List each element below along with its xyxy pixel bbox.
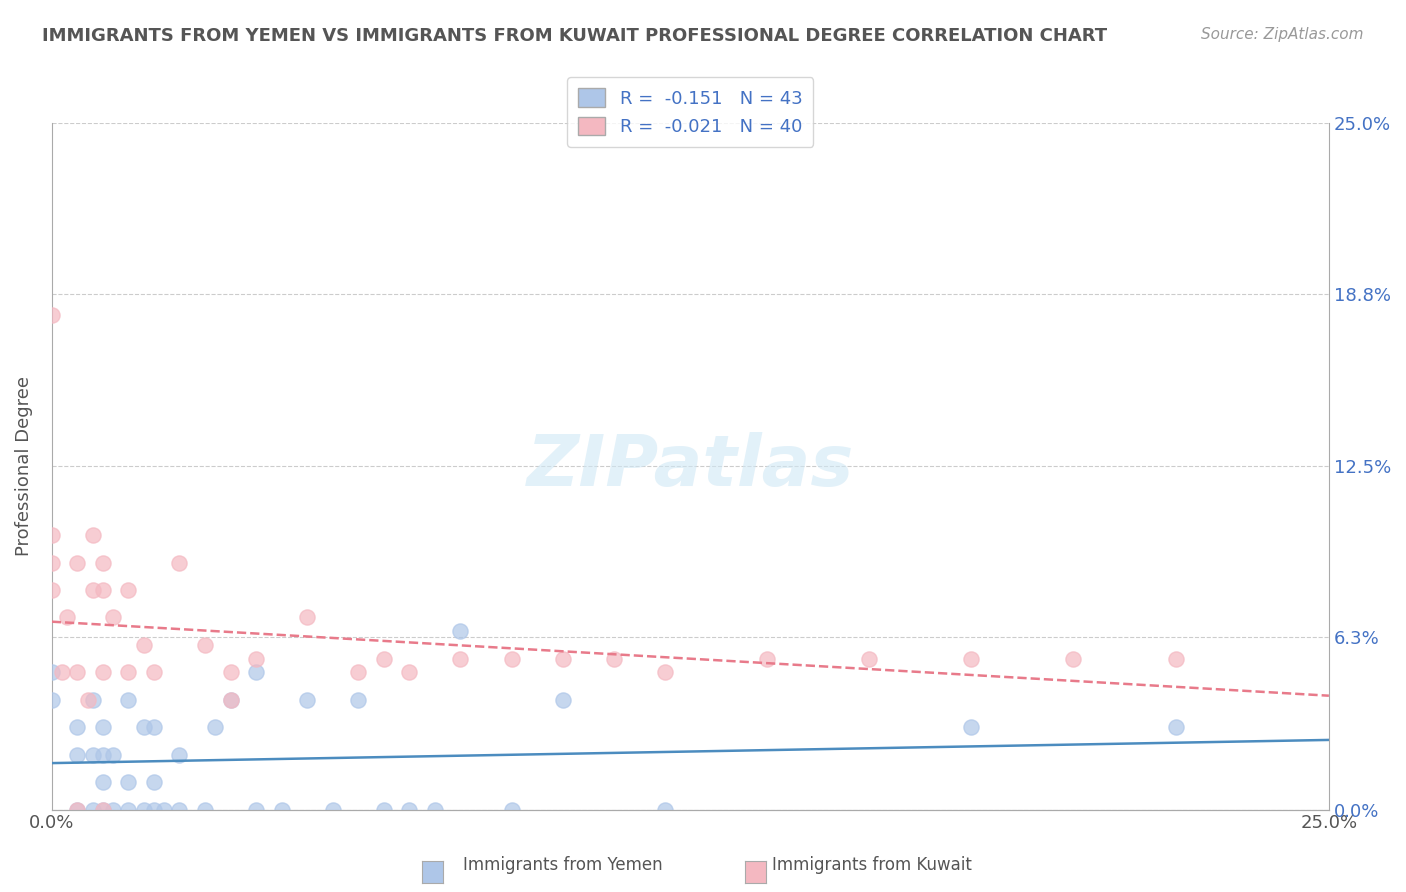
Immigrants from Yemen	[41, 692, 63, 706]
Immigrants from Yemen	[398, 803, 420, 817]
Immigrants from Kuwait	[82, 528, 104, 542]
Immigrants from Yemen	[219, 692, 242, 706]
Text: Immigrants from Yemen: Immigrants from Yemen	[463, 856, 662, 874]
Immigrants from Yemen	[169, 803, 191, 817]
Immigrants from Yemen	[101, 747, 124, 762]
Immigrants from Yemen	[132, 803, 155, 817]
Immigrants from Kuwait	[1062, 651, 1084, 665]
Immigrants from Yemen	[117, 692, 139, 706]
Text: IMMIGRANTS FROM YEMEN VS IMMIGRANTS FROM KUWAIT PROFESSIONAL DEGREE CORRELATION : IMMIGRANTS FROM YEMEN VS IMMIGRANTS FROM…	[42, 27, 1108, 45]
Immigrants from Yemen	[347, 692, 370, 706]
Immigrants from Yemen	[204, 720, 226, 734]
Immigrants from Yemen	[295, 692, 318, 706]
Immigrants from Kuwait	[51, 665, 73, 680]
Immigrants from Yemen	[91, 720, 114, 734]
Immigrants from Kuwait	[219, 665, 242, 680]
Immigrants from Kuwait	[76, 692, 98, 706]
Immigrants from Yemen	[373, 803, 395, 817]
Immigrants from Yemen	[423, 803, 446, 817]
Immigrants from Kuwait	[194, 638, 217, 652]
Immigrants from Kuwait	[373, 651, 395, 665]
Immigrants from Kuwait	[117, 582, 139, 597]
Immigrants from Kuwait	[91, 665, 114, 680]
Immigrants from Kuwait	[66, 803, 89, 817]
Immigrants from Yemen	[82, 803, 104, 817]
Y-axis label: Professional Degree: Professional Degree	[15, 376, 32, 557]
Immigrants from Kuwait	[91, 556, 114, 570]
Immigrants from Kuwait	[101, 610, 124, 624]
Immigrants from Kuwait	[501, 651, 523, 665]
Immigrants from Yemen	[245, 665, 267, 680]
Immigrants from Yemen	[654, 803, 676, 817]
Legend: R =  -0.151   N = 43, R =  -0.021   N = 40: R = -0.151 N = 43, R = -0.021 N = 40	[568, 78, 813, 147]
Text: Immigrants from Kuwait: Immigrants from Kuwait	[772, 856, 972, 874]
Immigrants from Kuwait	[295, 610, 318, 624]
Text: ZIPatlas: ZIPatlas	[527, 432, 853, 501]
Immigrants from Yemen	[101, 803, 124, 817]
Immigrants from Yemen	[501, 803, 523, 817]
Immigrants from Kuwait	[1164, 651, 1187, 665]
Immigrants from Kuwait	[142, 665, 165, 680]
Immigrants from Kuwait	[551, 651, 574, 665]
Immigrants from Kuwait	[858, 651, 880, 665]
Immigrants from Yemen	[960, 720, 983, 734]
Immigrants from Kuwait	[219, 692, 242, 706]
Immigrants from Kuwait	[449, 651, 471, 665]
Immigrants from Yemen	[66, 747, 89, 762]
Immigrants from Kuwait	[66, 665, 89, 680]
Immigrants from Kuwait	[41, 309, 63, 323]
Immigrants from Yemen	[66, 720, 89, 734]
Immigrants from Yemen	[82, 692, 104, 706]
Immigrants from Yemen	[142, 775, 165, 789]
Immigrants from Kuwait	[91, 803, 114, 817]
Immigrants from Yemen	[91, 747, 114, 762]
Immigrants from Yemen	[1164, 720, 1187, 734]
Text: Source: ZipAtlas.com: Source: ZipAtlas.com	[1201, 27, 1364, 42]
Immigrants from Kuwait	[132, 638, 155, 652]
Immigrants from Yemen	[117, 775, 139, 789]
Immigrants from Yemen	[142, 803, 165, 817]
Immigrants from Yemen	[117, 803, 139, 817]
Immigrants from Yemen	[82, 747, 104, 762]
Immigrants from Yemen	[91, 775, 114, 789]
Immigrants from Yemen	[551, 692, 574, 706]
Immigrants from Yemen	[194, 803, 217, 817]
Immigrants from Yemen	[91, 803, 114, 817]
Immigrants from Yemen	[142, 720, 165, 734]
Immigrants from Kuwait	[91, 582, 114, 597]
Immigrants from Yemen	[66, 803, 89, 817]
Immigrants from Kuwait	[41, 528, 63, 542]
Immigrants from Kuwait	[82, 582, 104, 597]
Immigrants from Kuwait	[41, 582, 63, 597]
Immigrants from Kuwait	[602, 651, 624, 665]
Immigrants from Kuwait	[347, 665, 370, 680]
Immigrants from Yemen	[169, 747, 191, 762]
Immigrants from Yemen	[270, 803, 292, 817]
Immigrants from Kuwait	[56, 610, 79, 624]
Immigrants from Kuwait	[169, 556, 191, 570]
Immigrants from Kuwait	[960, 651, 983, 665]
Immigrants from Yemen	[41, 665, 63, 680]
Immigrants from Yemen	[449, 624, 471, 639]
Immigrants from Kuwait	[245, 651, 267, 665]
Immigrants from Kuwait	[654, 665, 676, 680]
Immigrants from Kuwait	[398, 665, 420, 680]
Immigrants from Yemen	[132, 720, 155, 734]
Immigrants from Kuwait	[117, 665, 139, 680]
Immigrants from Yemen	[322, 803, 344, 817]
Immigrants from Yemen	[245, 803, 267, 817]
Immigrants from Kuwait	[66, 556, 89, 570]
Immigrants from Kuwait	[755, 651, 778, 665]
Immigrants from Kuwait	[41, 556, 63, 570]
Immigrants from Yemen	[153, 803, 176, 817]
